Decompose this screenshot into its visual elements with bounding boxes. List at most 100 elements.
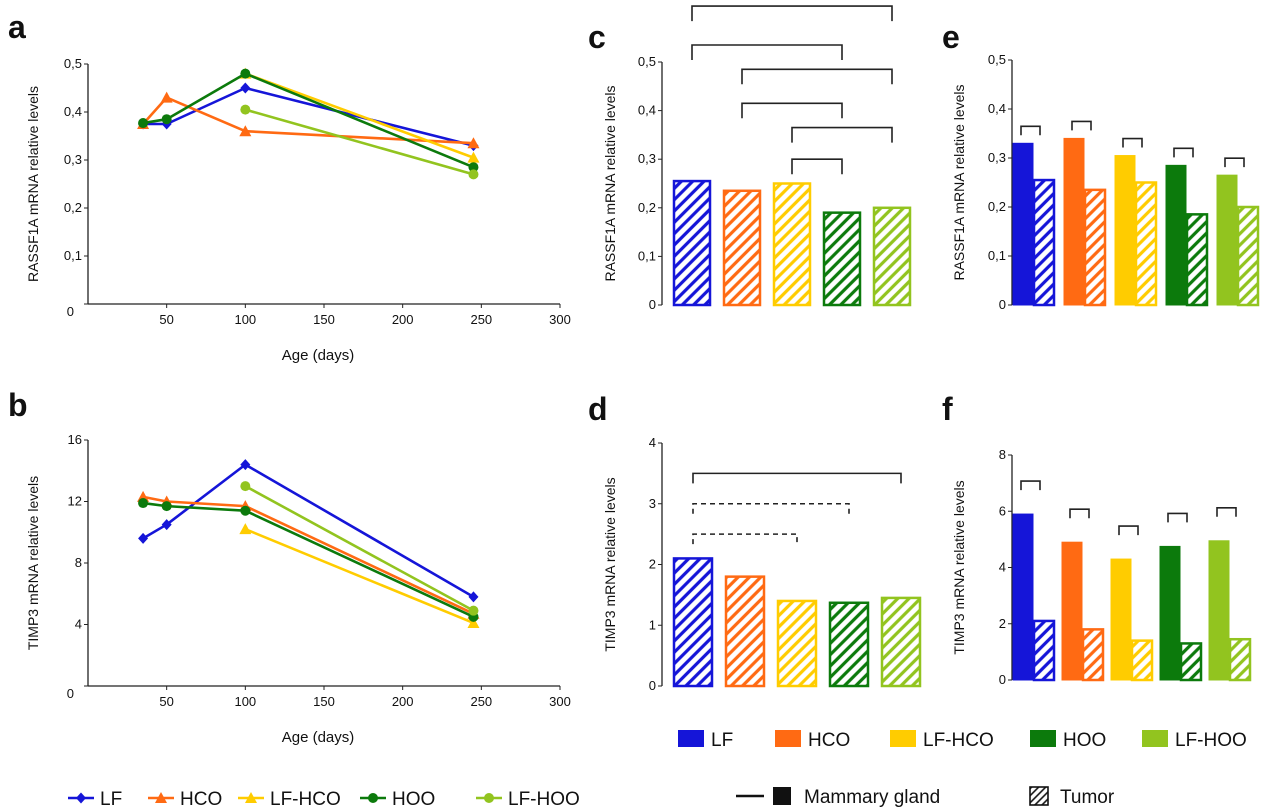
legend-swatch-LF <box>678 730 704 747</box>
significance-bracket <box>691 44 843 60</box>
bar-tumor-LF-HCO <box>1130 639 1154 682</box>
y-tick-label: 2 <box>999 616 1006 631</box>
data-point-HCO <box>467 137 480 149</box>
legend-swatch-LF-HOO <box>1142 730 1168 747</box>
legend-label-LF-HCO: LF-HCO <box>270 789 341 809</box>
significance-bracket <box>1216 506 1237 517</box>
data-point-LF <box>161 519 172 531</box>
y-tick-label: 8 <box>75 555 82 570</box>
series-line-LF-HCO <box>244 527 474 625</box>
data-point-LF-HCO <box>467 616 480 628</box>
legend-label-LF-HCO: LF-HCO <box>923 730 994 751</box>
data-point-LF-HOO <box>240 481 251 492</box>
series-line-HCO <box>142 495 475 615</box>
y-tick-label: 4 <box>75 617 82 632</box>
series-line-HCO <box>142 96 474 145</box>
y-tick-label: 0,4 <box>988 101 1006 116</box>
y-tick-label: 0,5 <box>988 52 1006 67</box>
panel-letter: e <box>942 19 960 55</box>
panel-b-line-chart: b 0 4 8 12 16 50 100 150 200 250 300 Age (days) TIMP3… <box>8 387 571 746</box>
significance-bracket <box>1071 120 1092 131</box>
x-tick-label: 250 <box>470 312 492 327</box>
significance-bracket <box>692 472 902 484</box>
bar-LF <box>672 557 714 688</box>
significance-bracket <box>692 533 798 545</box>
bar-tumor-LF-HOO <box>1228 637 1252 682</box>
y-tick-label: 0 <box>999 297 1006 312</box>
y-tick-label: 0,1 <box>638 248 656 263</box>
bar-mammary-LF <box>1012 142 1034 306</box>
data-point-LF-HOO <box>468 605 479 616</box>
bar-HOO <box>822 211 862 307</box>
x-axis-label: Age (days) <box>282 729 355 746</box>
y-tick-label: 4 <box>999 560 1006 575</box>
tissue-legend: Mammary gland Tumor <box>736 786 1115 808</box>
significance-bracket <box>1122 137 1143 148</box>
significance-bracket <box>741 102 843 119</box>
y-tick-label: 0,3 <box>64 152 82 167</box>
y-tick-label: 0,1 <box>988 248 1006 263</box>
y-tick-label: 0,4 <box>64 104 82 119</box>
y-tick-label: 0,2 <box>64 200 82 215</box>
panel-letter: b <box>8 387 28 423</box>
y-axis-label: RASSF1A mRNA relative levels <box>602 85 618 281</box>
bar-LF-HCO <box>772 182 812 307</box>
line-legend: LF HCO LF-HCO HOO LF-HOO <box>68 789 580 809</box>
x-tick-label: 250 <box>470 694 492 709</box>
legend-swatch-HOO <box>1030 730 1056 747</box>
x-tick-label: 150 <box>313 312 335 327</box>
bar-tumor-LF-HCO <box>1134 181 1158 307</box>
series-line-HOO <box>142 501 475 618</box>
series-line-HOO <box>142 72 474 169</box>
bar-mammary-HCO <box>1063 137 1085 306</box>
x-tick-label: 300 <box>549 694 571 709</box>
legend-solid-swatch <box>773 787 791 805</box>
data-point-HCO <box>239 125 252 137</box>
y-tick-label: 6 <box>999 503 1006 518</box>
significance-bracket <box>1069 508 1090 519</box>
bar-tumor-HCO <box>1081 628 1105 682</box>
panel-d-bar-chart: d 0 1 2 3 4 TIMP3 mRNA relative levels <box>588 391 922 693</box>
bar-tumor-HCO <box>1083 188 1107 307</box>
y-tick-label: 12 <box>68 494 82 509</box>
data-point-LF-HCO <box>239 523 252 535</box>
bar-mammary-HOO <box>1165 164 1187 306</box>
bar-tumor-HOO <box>1185 213 1209 307</box>
data-point-HOO <box>240 68 251 79</box>
y-tick-label: 2 <box>649 557 656 572</box>
bar-LF-HOO <box>872 206 912 307</box>
x-tick-label: 50 <box>159 694 173 709</box>
data-point-HOO <box>138 118 149 129</box>
y-tick-label: 3 <box>649 496 656 511</box>
significance-bracket <box>791 158 843 175</box>
panel-letter: c <box>588 19 606 55</box>
series-line-LF-HOO <box>244 484 475 612</box>
legend-marker-HCO <box>155 792 167 803</box>
legend-label-LF-HOO: LF-HOO <box>1175 730 1247 751</box>
bar-color-legend: LF HCO LF-HCO HOO LF-HOO <box>678 730 1247 751</box>
legend-label-HOO: HOO <box>1063 730 1106 751</box>
x-tick-label: 100 <box>234 312 256 327</box>
panel-letter: a <box>8 9 26 45</box>
bar-mammary-LF <box>1012 513 1034 681</box>
significance-bracket <box>1167 512 1188 523</box>
bar-tumor-HOO <box>1179 642 1203 682</box>
bar-mammary-LF-HOO <box>1208 540 1230 681</box>
significance-bracket <box>1173 147 1194 158</box>
y-axis-label: RASSF1A mRNA relative levels <box>951 84 967 280</box>
y-tick-label: 0 <box>649 297 656 312</box>
x-tick-label: 150 <box>313 694 335 709</box>
y-tick-label: 16 <box>68 432 82 447</box>
x-tick-label: 200 <box>392 694 414 709</box>
y-tick-label: 0,3 <box>638 151 656 166</box>
data-point-LF-HCO <box>467 151 480 163</box>
legend-label-mammary: Mammary gland <box>804 787 940 808</box>
series-line-LF <box>142 463 475 598</box>
y-tick-label: 0,2 <box>638 200 656 215</box>
y-axis-label: TIMP3 mRNA relative levels <box>25 476 41 650</box>
data-point-HOO <box>138 498 149 509</box>
y-tick-label: 0,4 <box>638 103 656 118</box>
y-tick-label: 8 <box>999 447 1006 462</box>
y-tick-label: 0,1 <box>64 248 82 263</box>
data-point-LF <box>138 532 149 544</box>
